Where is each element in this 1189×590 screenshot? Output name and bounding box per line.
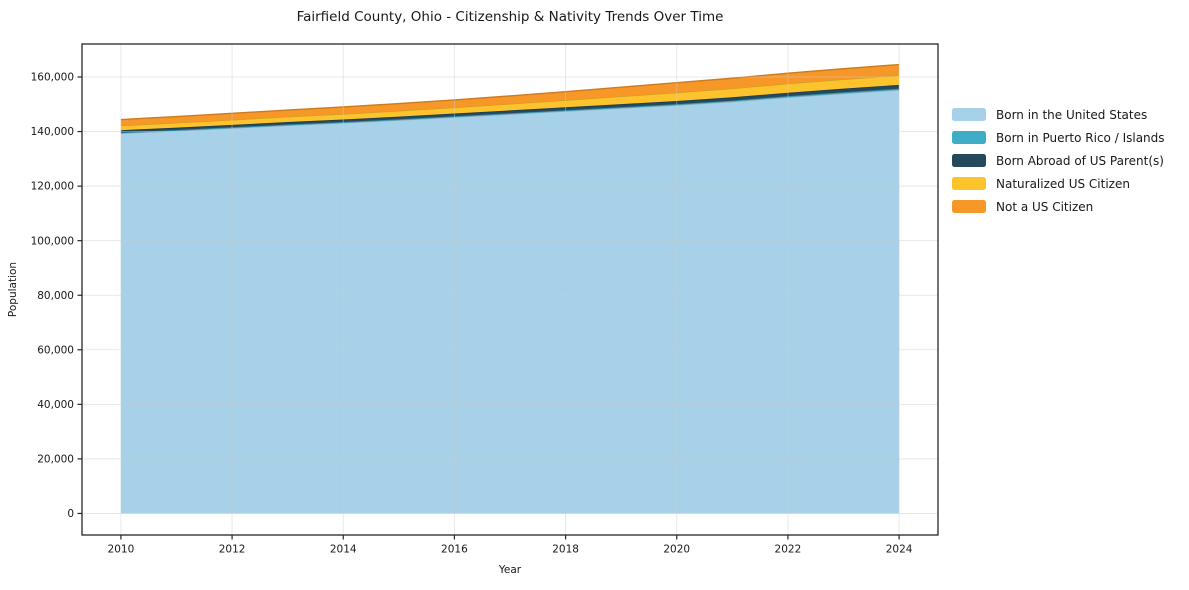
x-tick-label: 2018 [552,544,579,556]
y-tick-label: 140,000 [31,126,74,138]
legend-swatch-born-in-the-united-states [952,108,986,121]
stacked-areas [120,63,900,514]
legend-swatch-not-a-us-citizen [952,200,986,213]
legend-item-born-in-puerto-rico-islands: Born in Puerto Rico / Islands [952,126,1165,149]
legend-label: Not a US Citizen [996,199,1094,214]
x-tick-label: 2016 [441,544,468,556]
y-tick-label: 160,000 [31,72,74,84]
gridlines [82,44,938,535]
chart-title: Fairfield County, Ohio - Citizenship & N… [296,9,724,25]
y-tick-label: 20,000 [37,453,74,465]
area-not-a-us-citizen [120,64,900,126]
y-tick-label: 0 [67,508,74,520]
legend-swatch-born-abroad-of-us-parent-s [952,154,986,167]
legend-item-born-in-the-united-states: Born in the United States [952,103,1165,126]
area-edge-not-a-us-citizen [120,63,900,121]
x-tick-label: 2024 [886,544,913,556]
legend-swatch-born-in-puerto-rico-islands [952,131,986,144]
y-tick-label: 40,000 [37,399,74,411]
legend-item-born-abroad-of-us-parent-s: Born Abroad of US Parent(s) [952,149,1165,172]
y-axis-label: Population [7,262,19,317]
legend-label: Naturalized US Citizen [996,176,1130,191]
x-tick-label: 2012 [219,544,246,556]
x-tick-label: 2014 [330,544,357,556]
y-tick-label: 100,000 [31,235,74,247]
y-tick-label: 120,000 [31,181,74,193]
area-born-in-the-united-states [120,89,900,514]
legend-label: Born Abroad of US Parent(s) [996,153,1164,168]
legend-item-naturalized-us-citizen: Naturalized US Citizen [952,172,1165,195]
y-tick-label: 80,000 [37,290,74,302]
legend-item-not-a-us-citizen: Not a US Citizen [952,195,1165,218]
legend-label: Born in the United States [996,107,1148,122]
ticks: 0 20,000 40,000 60,000 80,000 100,000 120,000 1… [31,72,913,556]
y-tick-label: 60,000 [37,344,74,356]
legend-swatch-naturalized-us-citizen [952,177,986,190]
area-naturalized-us-citizen [120,75,900,131]
area-born-abroad-of-us-parent-s [120,84,900,133]
x-tick-label: 2020 [663,544,690,556]
legend-label: Born in Puerto Rico / Islands [996,130,1165,145]
x-axis-label: Year [498,564,522,576]
x-tick-label: 2010 [108,544,135,556]
x-tick-label: 2022 [775,544,802,556]
legend: Born in the United States Born in Puerto … [952,103,1165,218]
plot-spines [81,43,939,536]
